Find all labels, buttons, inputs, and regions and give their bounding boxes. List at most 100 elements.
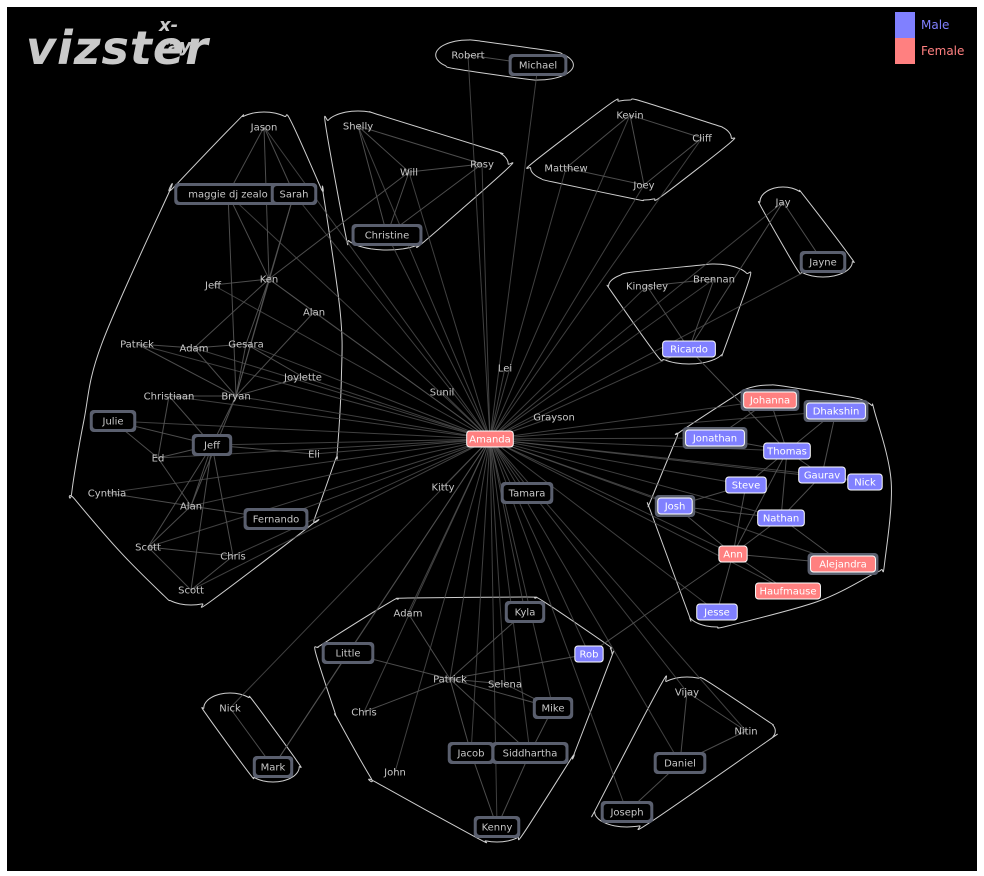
node-jonathan[interactable]: Jonathan <box>682 427 748 449</box>
node-scott1[interactable]: Scott <box>135 543 161 554</box>
node-label: Daniel <box>664 759 696 770</box>
node-label: Vijay <box>675 688 699 699</box>
node-label: Joey <box>632 181 654 192</box>
node-lei[interactable]: Lei <box>498 364 512 375</box>
node-patrick1[interactable]: Patrick <box>120 340 154 351</box>
node-shelly[interactable]: Shelly <box>343 122 373 133</box>
node-christiaan[interactable]: Christiaan <box>144 392 195 403</box>
edge-brennan-ricardo <box>688 278 715 350</box>
node-kingsley[interactable]: Kingsley <box>626 282 668 293</box>
node-haufmause[interactable]: Haufmause <box>755 582 821 600</box>
node-ken[interactable]: Ken <box>260 275 279 286</box>
node-tamara[interactable]: Tamara <box>500 482 554 504</box>
edge-amanda-steve <box>489 438 747 486</box>
node-label: Mike <box>542 704 565 715</box>
social-network-graph[interactable]: Amanda Robert Michael Kevin Cliff Matthew Joey… <box>7 7 977 871</box>
node-mark[interactable]: Mark <box>252 756 294 778</box>
node-fernando[interactable]: Fernando <box>243 508 309 530</box>
node-jayne[interactable]: Jayne <box>799 251 847 273</box>
node-amanda[interactable]: Amanda <box>466 430 514 448</box>
node-steve[interactable]: Steve <box>725 476 767 494</box>
node-label: Adam <box>394 609 423 620</box>
node-little[interactable]: Little <box>321 642 375 664</box>
node-alan2[interactable]: Alan <box>180 502 202 513</box>
node-jacob[interactable]: Jacob <box>447 742 495 764</box>
node-ricardo[interactable]: Ricardo <box>662 340 716 358</box>
node-nitin[interactable]: Nitin <box>734 727 757 738</box>
node-nick1[interactable]: Nick <box>847 473 883 491</box>
node-cliff[interactable]: Cliff <box>692 134 713 145</box>
nodes[interactable]: Amanda Robert Michael Kevin Cliff Matthew Joey… <box>88 51 883 839</box>
node-adam1[interactable]: Adam <box>180 344 209 355</box>
node-adam2[interactable]: Adam <box>394 609 423 620</box>
node-cynthia[interactable]: Cynthia <box>88 489 126 500</box>
node-ann[interactable]: Ann <box>718 545 748 563</box>
node-christine[interactable]: Christine <box>351 224 423 246</box>
node-jason[interactable]: Jason <box>250 123 278 134</box>
node-label: Steve <box>732 481 761 492</box>
node-johanna[interactable]: Johanna <box>740 389 800 411</box>
node-eli[interactable]: Eli <box>308 450 320 461</box>
node-ed[interactable]: Ed <box>152 454 165 465</box>
node-bryan[interactable]: Bryan <box>221 392 250 403</box>
node-chris2[interactable]: Chris <box>351 708 376 719</box>
node-selena[interactable]: Selena <box>488 680 522 691</box>
node-julie[interactable]: Julie <box>89 410 137 432</box>
node-michael[interactable]: Michael <box>508 54 568 76</box>
node-jeff1[interactable]: Jeff <box>204 281 222 292</box>
node-box <box>662 340 716 358</box>
node-nick2[interactable]: Nick <box>219 704 241 715</box>
node-jeff2[interactable]: Jeff <box>191 434 233 456</box>
node-thomas[interactable]: Thomas <box>763 442 811 460</box>
edge-amanda-johanna <box>489 399 771 440</box>
node-nathan[interactable]: Nathan <box>757 509 805 527</box>
node-alejandra[interactable]: Alejandra <box>807 553 879 575</box>
node-mike[interactable]: Mike <box>532 697 574 719</box>
node-maggie[interactable]: maggie dj zealo <box>174 183 282 205</box>
node-josh[interactable]: Josh <box>654 495 696 517</box>
node-box <box>273 186 315 202</box>
node-label: Haufmause <box>759 587 816 598</box>
edge-jacob-kenny <box>470 752 498 828</box>
node-scott2[interactable]: Scott <box>178 586 204 597</box>
edge-amanda-cliff <box>489 137 703 440</box>
node-grayson[interactable]: Grayson <box>533 413 575 424</box>
node-gaurav[interactable]: Gaurav <box>798 466 846 484</box>
node-chris1[interactable]: Chris <box>220 552 245 563</box>
node-alan1[interactable]: Alan <box>303 308 325 319</box>
node-joey[interactable]: Joey <box>632 181 654 192</box>
node-joseph[interactable]: Joseph <box>600 801 654 823</box>
edge-amanda-eli <box>313 438 491 455</box>
node-patrick2[interactable]: Patrick <box>433 675 467 686</box>
node-kyla[interactable]: Kyla <box>504 601 546 623</box>
node-kenny[interactable]: Kenny <box>473 816 521 838</box>
node-jay[interactable]: Jay <box>775 198 791 209</box>
node-daniel[interactable]: Daniel <box>653 752 707 774</box>
edge-shelly-will <box>357 125 410 173</box>
node-box <box>466 430 514 448</box>
node-label: Alan <box>180 502 202 513</box>
node-will[interactable]: Will <box>400 168 418 179</box>
node-joylette[interactable]: Joylette <box>283 373 322 384</box>
node-vijay[interactable]: Vijay <box>675 688 699 699</box>
node-gesara[interactable]: Gesara <box>228 340 263 351</box>
node-sunil[interactable]: Sunil <box>430 388 455 399</box>
node-john[interactable]: John <box>383 768 406 779</box>
node-matthew[interactable]: Matthew <box>544 164 587 175</box>
edge-thomas-nathan <box>780 450 788 519</box>
node-robert[interactable]: Robert <box>451 51 484 62</box>
node-sarah[interactable]: Sarah <box>270 183 318 205</box>
node-label: Robert <box>451 51 484 62</box>
node-rob[interactable]: Rob <box>574 645 604 663</box>
node-siddhartha[interactable]: Siddhartha <box>491 742 569 764</box>
node-jesse[interactable]: Jesse <box>696 603 738 621</box>
node-kitty[interactable]: Kitty <box>431 483 454 494</box>
node-label: Kenny <box>482 823 513 834</box>
node-kevin[interactable]: Kevin <box>616 111 643 122</box>
graph-canvas[interactable]: Amanda Robert Michael Kevin Cliff Matthew Joey… <box>7 7 977 871</box>
node-brennan[interactable]: Brennan <box>693 275 735 286</box>
edge-amanda-selena <box>489 438 506 685</box>
edge-kevin-cliff <box>629 114 703 139</box>
node-rosy[interactable]: Rosy <box>470 160 494 171</box>
node-dhakshin[interactable]: Dhakshin <box>803 400 869 422</box>
